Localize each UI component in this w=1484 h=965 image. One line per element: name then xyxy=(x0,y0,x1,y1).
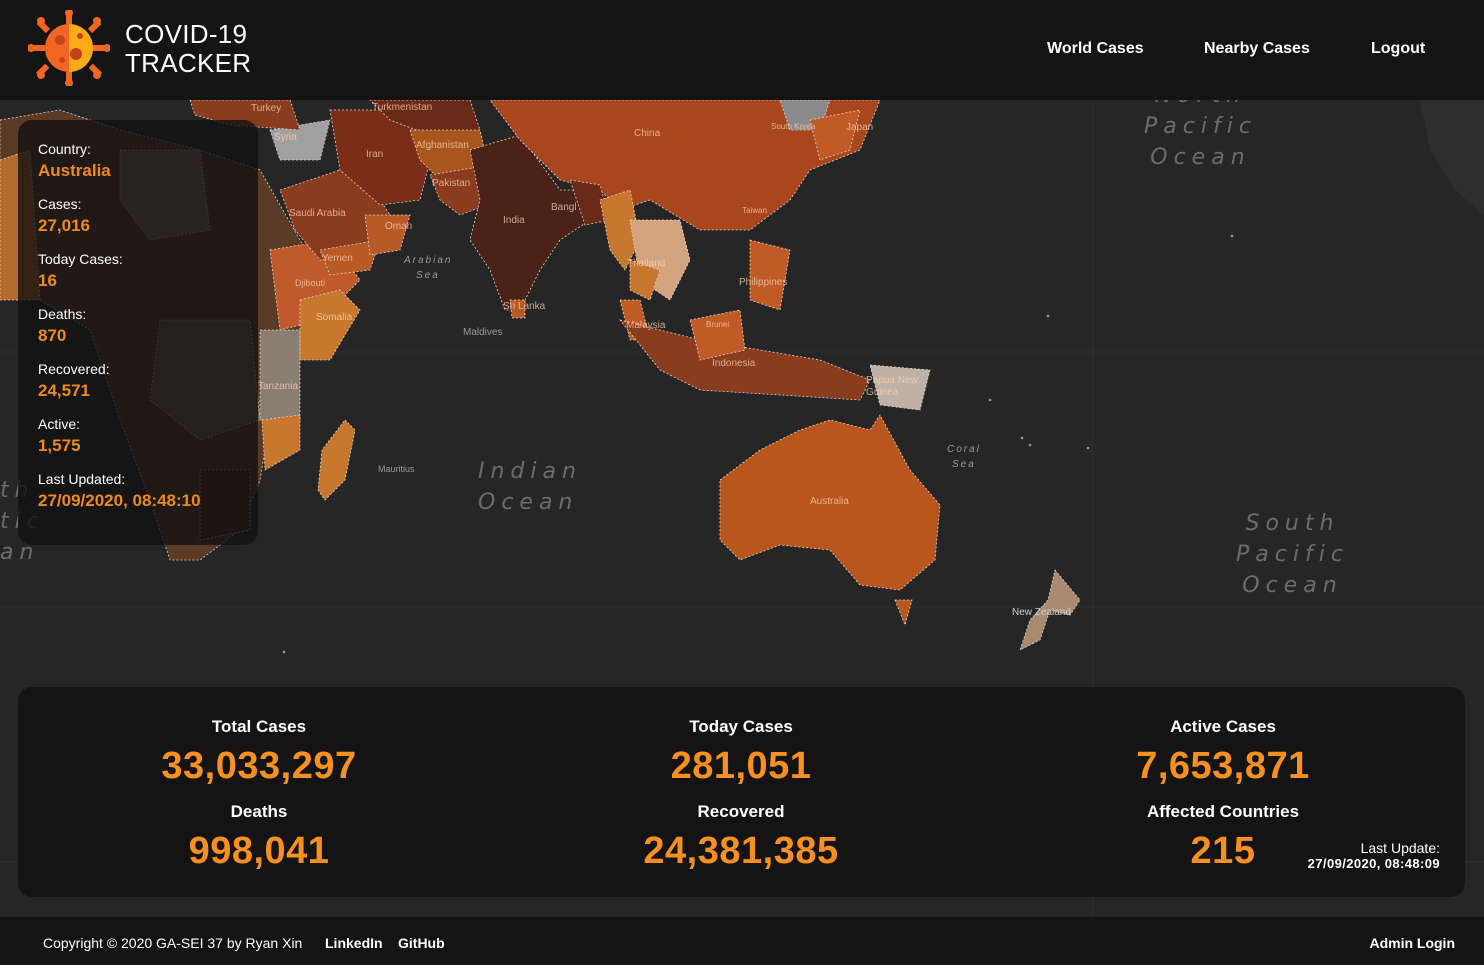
label-south-korea: South Korea xyxy=(771,122,816,131)
stat-affected-countries-label: Affected Countries xyxy=(1146,802,1300,821)
footer-copyright: Copyright © 2020 GA-SEI 37 by Ryan Xin xyxy=(43,935,303,951)
active-label: Active: xyxy=(38,416,81,432)
label-djibouti: Djibouti xyxy=(295,278,326,288)
stat-recovered-value: 24,381,385 xyxy=(643,830,839,872)
deaths-label: Deaths: xyxy=(38,306,87,322)
label-thailand: Thailand xyxy=(627,258,666,269)
today-cases-value: 16 xyxy=(38,271,57,290)
nav-logout[interactable]: Logout xyxy=(1371,40,1426,57)
label-new-zealand: New Zealand xyxy=(1012,607,1071,618)
global-last-update: Last Update: 27/09/2020, 08:48:09 xyxy=(1308,840,1440,872)
stat-active-cases: Active Cases 7,653,871 xyxy=(982,717,1464,788)
label-australia: Australia xyxy=(810,496,849,507)
global-stats-panel: Total Cases 33,033,297 Today Cases 281,0… xyxy=(18,687,1465,897)
deaths-row: Deaths: 870 xyxy=(38,306,86,346)
footer: Copyright © 2020 GA-SEI 37 by Ryan Xin L… xyxy=(0,917,1484,965)
stat-active-cases-value: 7,653,871 xyxy=(1136,745,1310,787)
top-navbar: COVID-19 TRACKER World Cases Nearby Case… xyxy=(0,0,1484,100)
label-iran: Iran xyxy=(366,149,384,160)
app-title[interactable]: COVID-19 TRACKER xyxy=(125,20,251,78)
country-info-panel: Country: Australia Cases: 27,016 Today C… xyxy=(18,120,258,545)
label-mauritius: Mauritius xyxy=(378,464,415,474)
stat-today-cases-label: Today Cases xyxy=(689,717,793,736)
map-region-china[interactable] xyxy=(489,100,881,231)
label-tanzania: Tanzania xyxy=(258,381,299,392)
virus-logo-icon[interactable] xyxy=(28,10,110,86)
stat-deaths-value: 998,041 xyxy=(188,830,330,872)
map-region-new-zealand[interactable] xyxy=(1019,569,1081,651)
label-saudi-arabia: Saudi Arabia xyxy=(289,208,346,219)
label-south-pacific-ocean: South Pacific Ocean xyxy=(1236,511,1349,598)
map-region-australia[interactable] xyxy=(719,414,941,591)
label-turkey: Turkey xyxy=(251,103,282,114)
country-row: Country: Australia xyxy=(38,141,111,181)
nav-nearby-cases[interactable]: Nearby Cases xyxy=(1204,40,1310,57)
label-oman: Oman xyxy=(385,221,413,232)
label-taiwan: Taiwan xyxy=(742,206,767,215)
last-updated-row: Last Updated: 27/09/2020, 08:48:10 xyxy=(38,471,201,511)
stat-active-cases-label: Active Cases xyxy=(1170,717,1276,736)
recovered-row: Recovered: 24,571 xyxy=(38,361,110,401)
label-india: India xyxy=(503,215,525,226)
active-value: 1,575 xyxy=(38,436,81,455)
global-last-update-value: 27/09/2020, 08:48:09 xyxy=(1307,856,1440,871)
map-region-madagascar[interactable] xyxy=(317,419,356,501)
map-region-india[interactable] xyxy=(469,134,601,311)
label-japan: Japan xyxy=(846,122,874,133)
stat-deaths-label: Deaths xyxy=(230,802,288,821)
app-title-line2: TRACKER xyxy=(125,48,252,78)
cases-row: Cases: 27,016 xyxy=(38,196,90,236)
recovered-label: Recovered: xyxy=(38,361,110,377)
stat-total-cases: Total Cases 33,033,297 xyxy=(18,717,500,788)
label-somalia: Somalia xyxy=(316,312,353,323)
country-label: Country: xyxy=(38,141,91,157)
label-brunei: Brunei xyxy=(706,320,730,329)
label-syria: Syria xyxy=(274,132,297,143)
label-turkmenistan: Turkmenistan xyxy=(372,102,433,113)
deaths-value: 870 xyxy=(38,326,67,345)
cases-value: 27,016 xyxy=(38,216,90,235)
label-maldives: Maldives xyxy=(463,327,503,338)
footer-admin-login-link[interactable]: Admin Login xyxy=(1369,935,1455,951)
stat-recovered-label: Recovered xyxy=(697,802,785,821)
today-cases-row: Today Cases: 16 xyxy=(38,251,123,291)
stat-recovered: Recovered 24,381,385 xyxy=(500,802,982,873)
stat-deaths: Deaths 998,041 xyxy=(18,802,500,873)
label-yemen: Yemen xyxy=(322,253,353,264)
last-updated-value: 27/09/2020, 08:48:10 xyxy=(38,491,201,510)
global-last-update-label: Last Update: xyxy=(1360,840,1440,856)
stat-today-cases-value: 281,051 xyxy=(670,745,812,787)
label-indonesia: Indonesia xyxy=(712,358,756,369)
label-afghanistan: Afghanistan xyxy=(416,140,469,151)
map-region-papua-new-guinea[interactable] xyxy=(869,364,931,411)
label-sri-lanka: Sri Lanka xyxy=(503,301,546,312)
label-pakistan: Pakistan xyxy=(432,178,471,189)
stat-total-cases-value: 33,033,297 xyxy=(161,745,357,787)
label-coral-sea: Coral Sea xyxy=(947,444,981,470)
stat-total-cases-label: Total Cases xyxy=(211,717,307,736)
label-bangladesh: Bangl xyxy=(551,202,577,213)
stat-today-cases: Today Cases 281,051 xyxy=(500,717,982,788)
label-philippines: Philippines xyxy=(739,277,788,288)
active-row: Active: 1,575 xyxy=(38,416,81,456)
today-cases-label: Today Cases: xyxy=(38,251,123,267)
app-title-line1: COVID-19 xyxy=(125,19,248,49)
footer-github-link[interactable]: GitHub xyxy=(398,935,445,951)
recovered-value: 24,571 xyxy=(38,381,90,400)
footer-linkedin-link[interactable]: LinkedIn xyxy=(325,935,383,951)
label-papua-new-guinea: Papua New Guinea xyxy=(866,375,918,398)
label-arabian-sea: Arabian Sea xyxy=(404,255,453,281)
nav-world-cases[interactable]: World Cases xyxy=(1047,40,1144,57)
label-indian-ocean: Indian Ocean xyxy=(478,459,582,515)
label-china: China xyxy=(634,128,661,139)
stat-affected-countries: Affected Countries 215 xyxy=(982,802,1464,873)
country-value: Australia xyxy=(38,161,111,180)
cases-label: Cases: xyxy=(38,196,82,212)
label-malaysia: Malaysia xyxy=(626,320,666,331)
last-updated-label: Last Updated: xyxy=(38,471,126,487)
stat-affected-countries-value: 215 xyxy=(1190,830,1256,872)
